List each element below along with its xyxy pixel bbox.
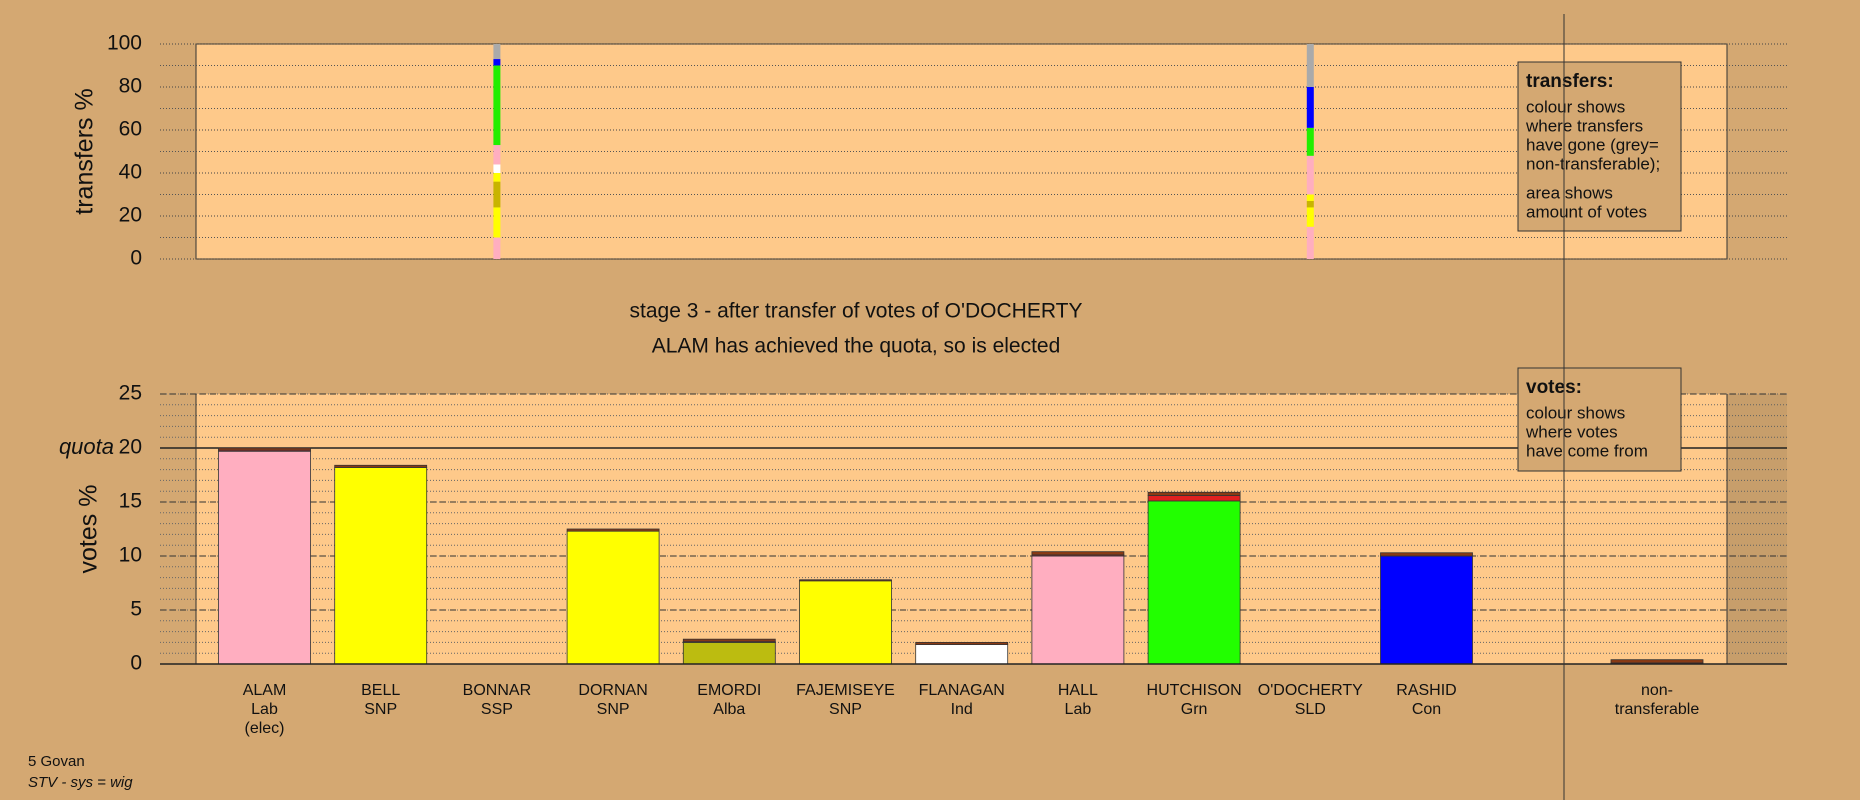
bar-segment [218,450,311,665]
x-tick-label: non- [1641,682,1673,699]
x-tick-label: SLD [1295,701,1326,718]
title: stage 3 - after transfer of votes of O'D… [630,300,1083,323]
transfer-segment [493,145,501,165]
transfer-segment [1306,127,1314,156]
x-tick-label: BELL [361,682,400,699]
y-axis-label: transfers % [71,88,99,214]
y-tick-label: 40 [119,161,142,184]
bar-segment [334,464,428,468]
bar-segment [682,642,776,665]
transfer-segment [1306,226,1314,259]
subtitle: ALAM has achieved the quota, so is elect… [652,335,1061,358]
legend-line: non-transferable); [1526,154,1660,173]
transfer-segment [493,44,501,60]
transfer-segment [493,237,501,259]
bar-segment [1031,551,1125,556]
y-tick-label: 5 [130,598,142,621]
legend-title: votes: [1526,377,1582,398]
x-tick-label: ALAM [243,682,287,699]
legend-line: have come from [1526,441,1648,460]
right-shade [1727,394,1787,664]
transfer-segment [493,65,501,146]
x-tick-label: FAJEMISEYE [796,682,895,699]
legend-line: where transfers [1525,116,1643,135]
y-tick-label: 0 [130,652,142,675]
bar-segment [566,530,660,665]
transfer-segment [493,181,501,208]
y-tick-label: 15 [119,490,142,513]
x-tick-label: BONNAR [463,682,531,699]
x-tick-label: DORNAN [578,682,647,699]
x-tick-label: transferable [1615,701,1700,718]
x-tick-label: SNP [597,701,630,718]
legend-box [1517,367,1682,472]
transfer-segment [1306,87,1314,128]
y-tick-label: 100 [107,32,142,55]
y-tick-label: 60 [119,118,142,141]
legend-line: amount of votes [1526,202,1647,221]
bar-segment [218,447,311,451]
transfer-segment [1306,207,1314,227]
y-tick-label: 10 [119,544,142,567]
x-tick-label: O'DOCHERTY [1258,682,1363,699]
bar-segment [566,528,660,532]
transfer-segment [1306,200,1314,208]
x-tick-label: SNP [364,701,397,718]
bar-segment [799,579,892,582]
legend-line: where votes [1525,422,1618,441]
x-tick-label: Lab [251,701,278,718]
x-tick-label: Alba [713,701,745,718]
transfer-segment [493,59,501,66]
legend-line: colour shows [1526,403,1625,422]
bar-segment [682,638,776,642]
bar-segment [915,644,1009,665]
x-tick-label: SNP [829,701,862,718]
transfer-segment [493,173,501,182]
y-tick-label: 20 [119,204,142,227]
y-tick-label: 20 [119,436,142,459]
legend-line: area shows [1526,183,1613,202]
bar-segment [1610,659,1704,664]
legend-title: transfers: [1526,71,1614,92]
transfer-segment [493,207,501,238]
legend-line: colour shows [1526,97,1625,116]
transfer-segment [1306,44,1314,87]
x-tick-label: Lab [1065,701,1092,718]
x-tick-label: EMORDI [697,682,761,699]
x-tick-label: RASHID [1396,682,1456,699]
legend-line: have gone (grey= [1526,135,1659,154]
transfer-segment [493,164,501,173]
x-tick-label: HUTCHISON [1147,682,1242,699]
legend-box [1517,61,1682,232]
y-tick-label: 80 [119,75,142,98]
x-tick-label: Ind [951,701,973,718]
y-axis-label: votes % [75,485,103,574]
bar-segment [1380,552,1473,557]
footer-line: STV - sys = wig [28,774,133,791]
x-tick-label: HALL [1058,682,1098,699]
x-tick-label: Con [1412,701,1441,718]
bar-segment [1031,555,1125,665]
bar-segment [1147,500,1241,665]
bar-segment [1147,495,1241,502]
transfer-segment [1306,194,1314,201]
x-tick-label: Grn [1181,701,1208,718]
x-tick-label: (elec) [244,720,284,737]
x-tick-label: FLANAGAN [919,682,1005,699]
bar-segment [1147,491,1241,496]
bar-segment [799,580,892,665]
footer-line: 5 Govan [28,753,85,770]
y-tick-label: 25 [119,382,142,405]
y-tick-label: 0 [130,247,142,270]
quota-label: quota [59,434,114,459]
x-tick-label: SSP [481,701,513,718]
bar-segment [915,642,1009,645]
bar-segment [1380,555,1473,665]
transfer-segment [1306,155,1314,195]
bar-segment [334,467,428,665]
